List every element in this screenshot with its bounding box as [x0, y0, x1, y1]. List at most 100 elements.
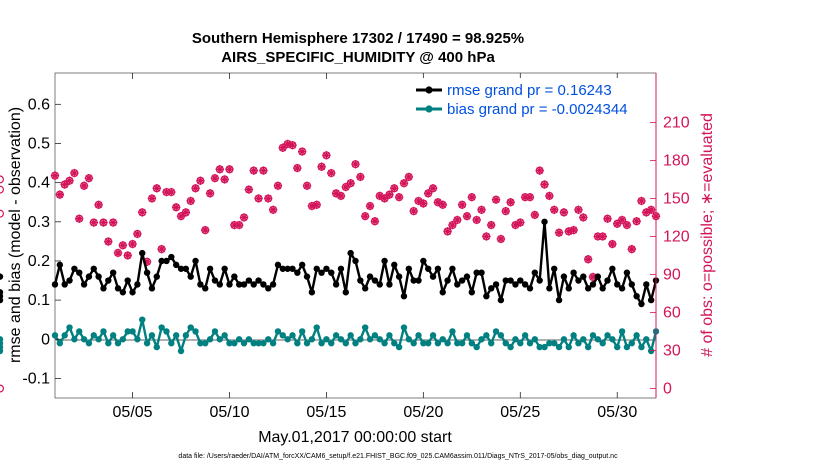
obs-evaluated-marker: [380, 194, 389, 203]
rmse-point: [71, 265, 78, 272]
obs-marker: [220, 175, 229, 184]
obs-evaluated-marker: [453, 215, 462, 225]
obs-evaluated-marker: [438, 200, 447, 209]
bias-point: [531, 336, 539, 343]
bias-point: [163, 328, 170, 335]
bias-point: [395, 343, 403, 351]
rmse-point: [85, 273, 93, 280]
y-tick-label: 0.2: [28, 253, 50, 270]
bias-point: [521, 332, 529, 339]
obs-marker: [108, 218, 118, 227]
obs-evaluated-marker: [608, 239, 617, 249]
rmse-point: [284, 265, 291, 272]
obs-marker: [128, 239, 137, 249]
obs-evaluated-marker: [99, 218, 108, 227]
obs-evaluated-marker: [108, 218, 118, 227]
rmse-point: [274, 261, 282, 269]
obs-evaluated-marker: [302, 181, 312, 190]
bias-point: [206, 336, 214, 343]
obs-marker: [617, 215, 627, 225]
rmse-point: [119, 289, 127, 296]
obs-evaluated-marker: [60, 180, 69, 189]
obs-evaluated-marker: [162, 187, 171, 197]
obs-evaluated-marker: [627, 244, 636, 254]
obs-evaluated-marker: [646, 205, 656, 215]
obs-marker: [0, 186, 4, 194]
obs-marker: [322, 151, 331, 160]
bias-point: [0, 347, 4, 355]
rmse-point: [623, 269, 631, 276]
obs-evaluated-marker: [94, 200, 103, 209]
obs-evaluated-marker: [603, 214, 612, 223]
bias-point: [454, 339, 461, 347]
rmse-point: [80, 281, 88, 288]
obs-evaluated-marker: [482, 232, 491, 241]
bias-point: [361, 324, 369, 331]
bias-point: [376, 336, 383, 343]
rmse-point: [546, 285, 553, 292]
bias-point: [434, 339, 442, 347]
rmse-point: [555, 296, 563, 304]
obs-evaluated-marker: [516, 218, 525, 227]
bias-point: [352, 339, 359, 347]
obs-marker: [380, 194, 389, 203]
obs-evaluated-marker: [336, 191, 346, 201]
bias-point: [570, 332, 577, 339]
obs-marker: [428, 184, 438, 193]
obs-evaluated-marker: [419, 199, 428, 208]
rmse-point: [429, 273, 437, 280]
obs-evaluated-marker: [564, 227, 573, 236]
bias-point: [202, 339, 209, 347]
obs-marker: [390, 184, 399, 193]
bias-point: [502, 339, 509, 347]
rmse-point: [332, 281, 340, 288]
rmse-point: [357, 277, 364, 284]
obs-marker: [559, 208, 569, 217]
rmse-point: [129, 289, 136, 296]
bias-point: [298, 328, 306, 335]
bias-point: [240, 339, 248, 347]
obs-evaluated-marker: [327, 168, 336, 178]
rmse-point: [250, 281, 257, 288]
obs-marker: [171, 203, 181, 212]
rmse-point: [352, 257, 359, 265]
rmse-point: [255, 277, 262, 284]
obs-evaluated-marker: [414, 196, 423, 206]
obs-evaluated-marker: [579, 213, 588, 222]
obs-marker: [50, 171, 60, 180]
obs-marker: [331, 189, 341, 198]
bias-point: [492, 328, 500, 335]
rmse-point: [177, 265, 185, 272]
obs-evaluated-marker: [234, 220, 244, 230]
obs-evaluated-marker: [293, 163, 302, 173]
obs-evaluated-marker: [399, 179, 409, 188]
obs-marker: [569, 225, 578, 235]
obs-evaluated-marker: [65, 176, 74, 185]
bias-point: [235, 336, 243, 343]
obs-marker: [259, 166, 268, 175]
bias-point: [294, 339, 301, 347]
bias-point: [255, 339, 262, 347]
rmse-point: [139, 249, 146, 257]
bias-point: [536, 343, 543, 351]
bias-point: [541, 343, 548, 351]
x-tick-label: 05/05: [113, 404, 153, 421]
bias-point: [357, 336, 364, 343]
rmse-point: [570, 269, 577, 276]
chart-subtitle: AIRS_SPECIFIC_HUMIDITY @ 400 hPa: [221, 49, 495, 66]
bias-point: [560, 336, 568, 343]
rmse-point: [221, 265, 228, 272]
rmse-point: [502, 277, 509, 284]
bias-point: [444, 339, 451, 347]
obs-evaluated-marker: [365, 201, 375, 211]
rmse-point: [439, 289, 446, 296]
obs-evaluated-marker: [118, 241, 128, 250]
bias-point: [425, 339, 432, 347]
rmse-point: [391, 261, 398, 269]
y2-tick-label: 90: [663, 266, 681, 283]
obs-marker: [511, 220, 520, 230]
obs-evaluated-marker: [462, 211, 472, 221]
rmse-point: [536, 277, 543, 284]
legend: rmse grand pr = 0.16243 bias grand pr = …: [412, 78, 652, 120]
bias-point: [90, 332, 97, 339]
